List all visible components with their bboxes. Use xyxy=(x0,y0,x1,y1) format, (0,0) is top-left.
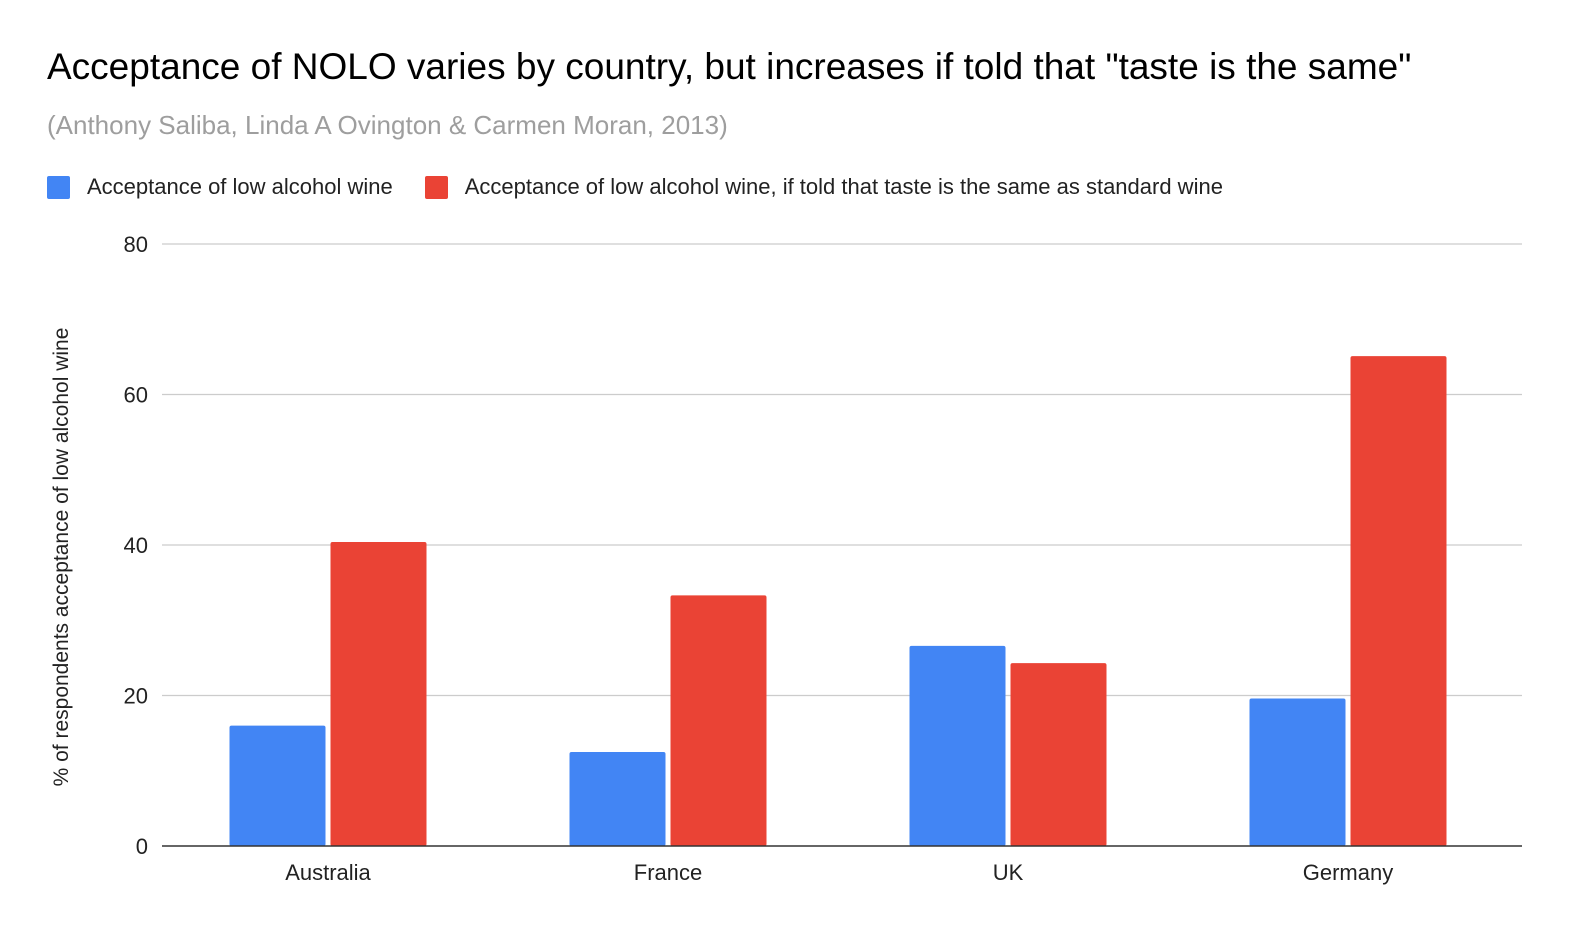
legend-item-series-1: Acceptance of low alcohol wine xyxy=(47,174,393,200)
bar-uk-series-1 xyxy=(909,645,1006,846)
bars xyxy=(229,356,1447,846)
x-tick-label: Australia xyxy=(285,860,371,885)
y-tick-label: 40 xyxy=(124,533,148,558)
bar-australia-series-2 xyxy=(330,541,427,846)
bar-germany-series-2 xyxy=(1350,356,1447,846)
y-tick-label: 80 xyxy=(124,232,148,257)
y-axis-title: % of respondents acceptance of low alcoh… xyxy=(50,328,73,787)
legend-swatch-series-2 xyxy=(424,175,448,199)
legend-item-series-2: Acceptance of low alcohol wine, if told … xyxy=(424,174,1223,200)
x-tick-label: UK xyxy=(993,860,1024,885)
chart-subtitle: (Anthony Saliba, Linda A Ovington & Carm… xyxy=(47,110,728,140)
y-tick-label: 20 xyxy=(124,684,148,709)
y-axis-ticks: 0 20 40 60 80 xyxy=(124,232,148,859)
y-tick-label: 60 xyxy=(124,383,148,408)
x-tick-label: Germany xyxy=(1303,860,1393,885)
x-axis-ticks: Australia France UK Germany xyxy=(285,860,1393,885)
y-tick-label: 0 xyxy=(136,834,148,859)
bar-france-series-1 xyxy=(569,751,666,846)
bar-australia-series-1 xyxy=(229,725,326,846)
bar-france-series-2 xyxy=(670,595,767,846)
chart-title: Acceptance of NOLO varies by country, bu… xyxy=(47,46,1412,87)
bar-uk-series-2 xyxy=(1010,663,1107,846)
x-tick-label: France xyxy=(634,860,702,885)
legend-label-series-1: Acceptance of low alcohol wine xyxy=(87,174,393,199)
chart-legend: Acceptance of low alcohol wine Acceptanc… xyxy=(47,172,1255,202)
legend-label-series-2: Acceptance of low alcohol wine, if told … xyxy=(464,174,1223,199)
legend-swatch-series-1 xyxy=(47,175,70,199)
bar-germany-series-1 xyxy=(1249,698,1346,846)
